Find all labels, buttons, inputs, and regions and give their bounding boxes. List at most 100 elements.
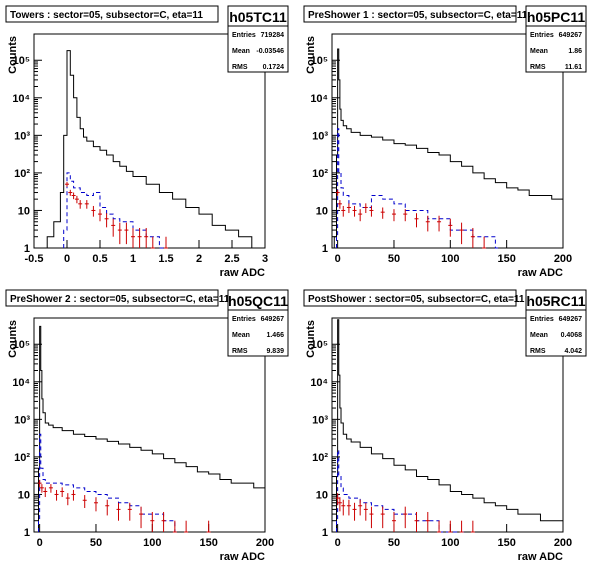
- y-tick-label: 10³: [312, 414, 328, 426]
- x-tick-label: 0: [37, 537, 43, 549]
- stats-value: 9.839: [266, 348, 284, 355]
- stats-label: Entries: [232, 316, 256, 323]
- stats-box: [525, 289, 587, 357]
- stats-label: Entries: [232, 32, 256, 39]
- chart-title: PreShower 1 : sector=05, subsector=C, et…: [308, 10, 528, 21]
- y-tick-label: 10⁵: [311, 55, 328, 67]
- stats-value: -0.03546: [256, 48, 284, 55]
- y-tick-label: 10⁵: [13, 339, 30, 351]
- stats-label: Mean: [530, 332, 548, 339]
- x-tick-label: 1.5: [158, 253, 173, 265]
- x-tick-label: 2.5: [224, 253, 239, 265]
- stats-box: [227, 5, 289, 73]
- y-tick-label: 10²: [312, 168, 328, 180]
- panel-preshower-1: 1 10 10² 10³ 10⁴ 10⁵ 0 50 100 150 200 raw ADC Counts…: [298, 0, 596, 284]
- y-tick-label: 1: [322, 243, 328, 255]
- histogram-preshower-1: 1 10 10² 10³ 10⁴ 10⁵ 0 50 100 150 200 raw ADC Counts…: [303, 5, 587, 279]
- x-tick-label: 200: [554, 253, 572, 265]
- y-tick-label: 10: [18, 205, 30, 217]
- y-tick-label: 10³: [14, 130, 30, 142]
- title-box: [5, 289, 219, 307]
- stats-value: 1.466: [266, 332, 284, 339]
- x-tick-label: 50: [90, 537, 102, 549]
- panel-towers: 1 10 10² 10³ 10⁴ 10⁵ -0.5 0 0.5 1 1.5 2 2.5 3 raw ADC C…: [0, 0, 298, 284]
- y-tick-label: 1: [24, 243, 30, 255]
- x-tick-label: 100: [441, 537, 459, 549]
- y-axis-label: Counts: [305, 320, 317, 358]
- histogram-name: h05QC11: [228, 293, 288, 309]
- histogram-name: h05RC11: [526, 293, 585, 309]
- blue-dashed-histogram: [38, 433, 179, 533]
- title-box: [5, 5, 219, 23]
- title-box: [303, 289, 517, 307]
- histogram-towers: 1 10 10² 10³ 10⁴ 10⁵ -0.5 0 0.5 1 1.5 2 2.5 3 raw ADC C…: [5, 5, 289, 279]
- title-box: [303, 5, 517, 23]
- black-histogram: [36, 325, 266, 533]
- x-tick-label: 50: [388, 537, 400, 549]
- stats-value: 0.1724: [263, 64, 285, 71]
- x-tick-label: 100: [441, 253, 459, 265]
- blue-dashed-histogram: [336, 449, 466, 533]
- stats-value: 649267: [559, 316, 582, 323]
- stats-box: [525, 5, 587, 73]
- y-axis-label: Counts: [7, 36, 19, 74]
- y-tick-label: 1: [24, 527, 30, 539]
- x-axis-label: raw ADC: [220, 551, 265, 563]
- x-tick-label: 0: [335, 537, 341, 549]
- x-tick-label: 200: [256, 537, 274, 549]
- x-tick-label: 50: [388, 253, 400, 265]
- black-histogram: [46, 50, 256, 249]
- stats-value: 11.61: [565, 64, 582, 71]
- histogram-name: h05PC11: [527, 9, 586, 25]
- y-tick-label: 10⁴: [310, 93, 328, 105]
- stats-value: 649267: [261, 316, 284, 323]
- x-tick-label: 1: [130, 253, 136, 265]
- y-tick-label: 10⁵: [13, 55, 30, 67]
- y-axis-label: Counts: [305, 36, 317, 74]
- stats-value: 649267: [559, 32, 582, 39]
- stats-label: RMS: [530, 64, 546, 71]
- histogram-name: h05TC11: [229, 9, 287, 25]
- y-tick-label: 1: [322, 527, 328, 539]
- stats-label: Entries: [530, 316, 554, 323]
- x-tick-label: 150: [497, 537, 515, 549]
- x-axis-label: raw ADC: [518, 551, 563, 563]
- black-histogram: [333, 48, 564, 248]
- y-axis-label: Counts: [7, 320, 19, 358]
- y-tick-label: 10⁴: [310, 377, 328, 389]
- histogram-postshower: 1 10 10² 10³ 10⁴ 10⁵ 0 50 100 150 200 raw ADC Counts…: [303, 289, 587, 563]
- y-tick-label: 10⁴: [12, 93, 30, 105]
- histogram-preshower-2: 1 10 10² 10³ 10⁴ 10⁵ 0 50 100 150 200 raw ADC Counts…: [5, 289, 289, 563]
- x-tick-label: 150: [497, 253, 515, 265]
- y-tick-label: 10: [316, 489, 328, 501]
- stats-label: Mean: [530, 48, 548, 55]
- stats-label: Mean: [232, 332, 250, 339]
- x-tick-label: -0.5: [25, 253, 44, 265]
- chart-title: Towers : sector=05, subsector=C, eta=11: [10, 10, 203, 21]
- y-tick-label: 10²: [14, 168, 30, 180]
- blue-dashed-histogram: [63, 172, 164, 249]
- stats-value: 719284: [261, 32, 284, 39]
- y-tick-label: 10²: [312, 452, 328, 464]
- x-tick-label: 2: [196, 253, 202, 265]
- y-tick-label: 10: [316, 205, 328, 217]
- stats-box: [227, 289, 289, 357]
- stats-label: Mean: [232, 48, 250, 55]
- y-tick-label: 10⁴: [12, 377, 30, 389]
- y-tick-label: 10³: [312, 130, 328, 142]
- x-axis-label: raw ADC: [220, 267, 265, 279]
- x-tick-label: 0: [64, 253, 70, 265]
- x-tick-label: 0: [335, 253, 341, 265]
- x-tick-label: 150: [199, 537, 217, 549]
- panel-preshower-2: 1 10 10² 10³ 10⁴ 10⁵ 0 50 100 150 200 raw ADC Counts…: [0, 284, 298, 568]
- stats-label: RMS: [232, 348, 248, 355]
- x-tick-label: 0.5: [92, 253, 107, 265]
- stats-label: Entries: [530, 32, 554, 39]
- stats-value: 1.86: [568, 48, 582, 55]
- black-histogram: [334, 319, 564, 533]
- stats-label: RMS: [530, 348, 546, 355]
- x-tick-label: 3: [262, 253, 268, 265]
- stats-label: RMS: [232, 64, 248, 71]
- y-tick-label: 10⁵: [311, 339, 328, 351]
- chart-title: PreShower 2 : sector=05, subsector=C, et…: [10, 294, 230, 305]
